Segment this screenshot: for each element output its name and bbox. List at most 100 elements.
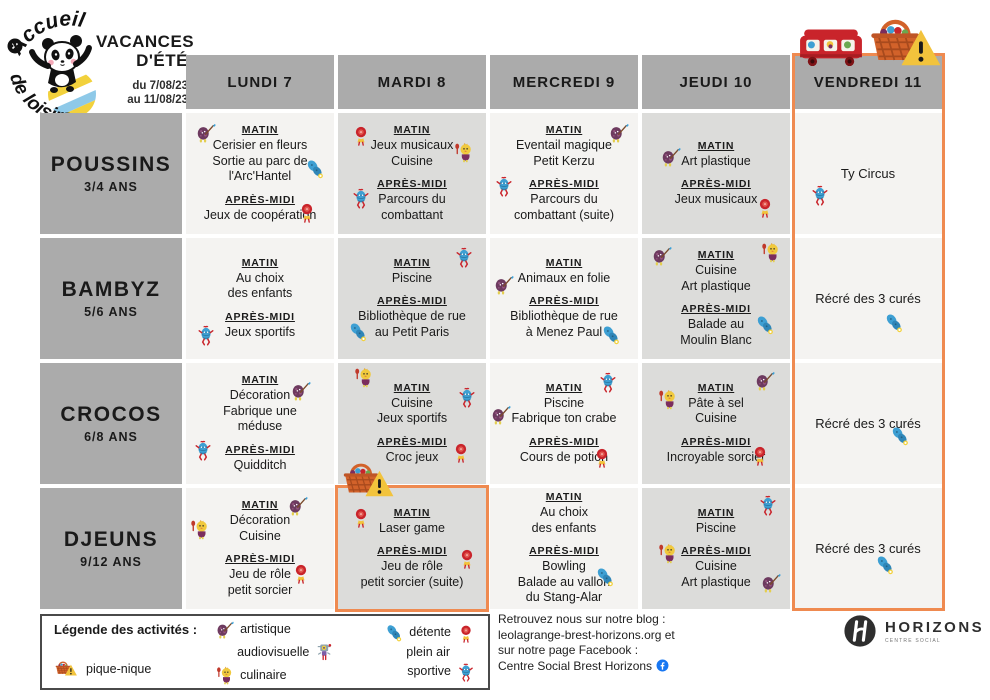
slot-label-apres_midi: APRÈS-MIDI <box>377 435 447 448</box>
slot-apres_midi: APRÈS-MIDI Jeux sportifs <box>225 311 295 341</box>
outdoor-icon <box>754 195 776 219</box>
group-name: BAMBYZ <box>61 278 161 301</box>
slot-label-apres_midi: APRÈS-MIDI <box>225 443 295 456</box>
activity-cell-r0-c0: MATIN Cerisier en fleurs Sortie au parc de… <box>186 113 334 234</box>
group-age: 9/12 ANS <box>80 555 142 569</box>
activity-cell-r0-c4: Ty Circus <box>794 113 942 234</box>
legend-sportive-label: sportive <box>407 664 451 678</box>
slot-label-apres_midi: APRÈS-MIDI <box>225 553 295 565</box>
slot-matin: MATIN Animaux en folie <box>518 257 610 287</box>
butterfly-icon <box>889 424 911 448</box>
activity-line: Jeux sportifs <box>224 324 296 339</box>
outdoor-icon <box>749 443 771 467</box>
activity-line: Décoration <box>229 513 291 527</box>
butterfly-icon <box>594 565 616 589</box>
slot-label-apres_midi: APRÈS-MIDI <box>225 310 295 323</box>
slot-label-apres_midi: APRÈS-MIDI <box>681 545 751 558</box>
slot-apres_midi: APRÈS-MIDI Parcours du combattant <box>377 178 447 223</box>
artistic-icon <box>287 493 309 517</box>
slot-matin: MATIN Laser game <box>379 507 445 537</box>
slot-apres_midi: APRÈS-MIDI Balade au Moulin Blanc <box>680 303 752 348</box>
slot-apres_midi: APRÈS-MIDI Jeu de rôle petit sorcier <box>225 553 295 598</box>
activity-line: Fabrique ton crabe <box>511 411 617 426</box>
activity-cell-r0-c1: MATIN Jeux musicaux Cuisine APRÈS-MIDI Parco… <box>338 113 486 234</box>
slot-label-matin: MATIN <box>393 124 431 136</box>
activity-line: Cuisine <box>695 263 737 277</box>
horizons-mark-icon <box>843 614 877 648</box>
slot-apres_midi: APRÈS-MIDI Croc jeux <box>377 436 447 466</box>
slot-matin: MATIN Décoration Cuisine <box>230 499 290 544</box>
all-day-activity: Ty Circus <box>840 165 896 181</box>
panda-illustration <box>29 35 92 93</box>
activity-line: Cuisine <box>391 395 433 410</box>
horizons-subtitle: CENTRE SOCIAL <box>885 637 941 644</box>
slot-label-matin: MATIN <box>545 381 583 394</box>
legend-audiovisuelle-label: audiovisuelle <box>237 644 310 659</box>
activity-cell-r2-c2: MATIN Piscine Fabrique ton crabe APRÈS-MIDI… <box>490 363 638 484</box>
butterfly-icon <box>754 313 776 337</box>
activity-line: Au choix <box>236 270 284 285</box>
slot-label-apres_midi: APRÈS-MIDI <box>377 295 447 308</box>
outdoor-icon <box>290 561 312 585</box>
group-label-djeuns: DJEUNS 9/12 ANS <box>40 488 182 609</box>
activity-line: Pâte à sel <box>688 395 744 410</box>
butterfly-icon <box>384 622 404 644</box>
blog-info: Retrouvez nous sur notre blog : leolagra… <box>498 612 675 674</box>
group-name: CROCOS <box>60 403 162 426</box>
title-line2: D'ÉTÉ <box>136 51 188 70</box>
slot-label-matin: MATIN <box>393 381 431 394</box>
sport-icon <box>456 385 478 409</box>
sport-icon <box>456 661 476 683</box>
slot-matin: MATIN Piscine <box>392 257 432 287</box>
picnic-icon <box>54 656 78 682</box>
activity-cell-r1-c2: MATIN Animaux en folie APRÈS-MIDI Bibliothè… <box>490 238 638 359</box>
outdoor-icon <box>296 200 318 224</box>
activity-line: Parcours du <box>378 192 446 206</box>
slot-label-matin: MATIN <box>241 124 279 136</box>
activity-line: Cours de potion <box>519 449 609 464</box>
activity-line: l'Arc'Hantel <box>228 169 292 183</box>
activity-cell-r1-c1: MATIN Piscine APRÈS-MIDI Bibliothèque de ru… <box>338 238 486 359</box>
slot-label-matin: MATIN <box>697 139 735 152</box>
sport-icon <box>757 493 779 517</box>
slot-label-matin: MATIN <box>241 499 279 511</box>
slot-label-matin: MATIN <box>393 506 431 519</box>
activity-line: au Petit Paris <box>374 324 450 339</box>
legend-detente-label: détente <box>409 625 451 639</box>
slot-label-apres_midi: APRÈS-MIDI <box>225 193 295 206</box>
slot-label-matin: MATIN <box>545 256 583 269</box>
activity-line: méduse <box>237 419 283 433</box>
slot-apres_midi: APRÈS-MIDI Cours de potion <box>520 436 608 466</box>
activity-line: Bibliothèque de rue <box>510 309 618 324</box>
activity-line: des enfants <box>531 520 597 535</box>
group-age: 5/6 ANS <box>84 305 138 319</box>
artistic-icon <box>215 618 235 640</box>
activity-line: Art plastique <box>681 574 751 589</box>
sport-icon <box>350 186 372 210</box>
activity-line: Petit Kerzu <box>533 153 595 168</box>
day-header-2: MARDI 8 <box>338 55 486 109</box>
group-name: DJEUNS <box>63 528 159 551</box>
culinary-icon <box>657 387 679 411</box>
culinary-icon <box>189 517 211 541</box>
slot-label-matin: MATIN <box>545 124 583 136</box>
slot-apres_midi: APRÈS-MIDI Bibliothèque de rue à Menez Pau… <box>510 295 618 340</box>
facebook-icon <box>656 659 669 672</box>
slot-label-apres_midi: APRÈS-MIDI <box>529 545 599 558</box>
slot-label-apres_midi: APRÈS-MIDI <box>529 178 599 190</box>
slot-matin: MATIN Piscine <box>696 507 736 537</box>
activity-cell-r3-c0: MATIN Décoration Cuisine APRÈS-MIDI Jeu de r… <box>186 488 334 609</box>
sport-icon <box>809 183 831 207</box>
outdoor-icon <box>456 622 476 644</box>
all-day-activity: Récré des 3 curés <box>815 540 921 556</box>
legend: Légende des activités : pique-nique arti… <box>40 614 490 690</box>
artistic-icon <box>290 378 312 402</box>
culinary-icon <box>215 664 235 686</box>
activity-line: Bowling <box>542 559 586 574</box>
slot-apres_midi: APRÈS-MIDI Cuisine Art plastique <box>681 545 751 590</box>
legend-culinaire-label: culinaire <box>240 667 287 682</box>
activity-line: combattant (suite) <box>513 207 615 222</box>
day-header-3: MERCREDI 9 <box>490 55 638 109</box>
activity-line: Cuisine <box>239 528 281 543</box>
